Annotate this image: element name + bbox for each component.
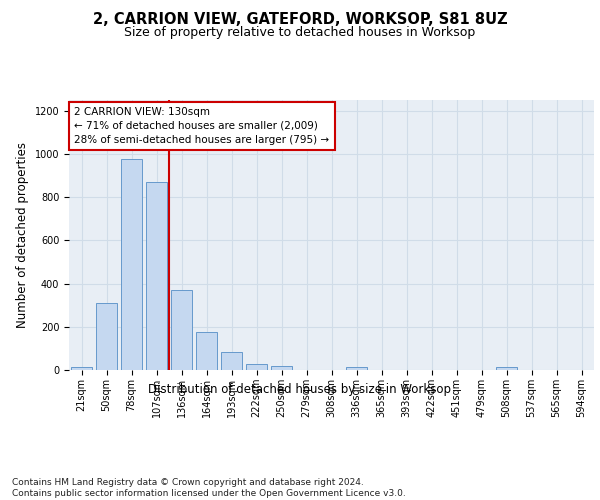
Bar (71, 368, 92, 370)
Bar (121, 160, 142, 370)
Text: Distribution of detached houses by size in Worksop: Distribution of detached houses by size … (149, 382, 452, 396)
Bar (196, 332, 217, 370)
Text: 2, CARRION VIEW, GATEFORD, WORKSOP, S81 8UZ: 2, CARRION VIEW, GATEFORD, WORKSOP, S81 … (92, 12, 508, 28)
Bar (496, 368, 517, 370)
Bar (96, 303, 117, 370)
Bar (171, 290, 192, 370)
Text: Contains HM Land Registry data © Crown copyright and database right 2024.
Contai: Contains HM Land Registry data © Crown c… (12, 478, 406, 498)
Bar (221, 352, 242, 370)
Bar (146, 182, 167, 370)
Y-axis label: Number of detached properties: Number of detached properties (16, 142, 29, 328)
Bar (271, 366, 292, 370)
Bar (246, 364, 267, 370)
Text: 2 CARRION VIEW: 130sqm
← 71% of detached houses are smaller (2,009)
28% of semi-: 2 CARRION VIEW: 130sqm ← 71% of detached… (74, 107, 329, 145)
Text: Size of property relative to detached houses in Worksop: Size of property relative to detached ho… (124, 26, 476, 39)
Bar (346, 368, 367, 370)
